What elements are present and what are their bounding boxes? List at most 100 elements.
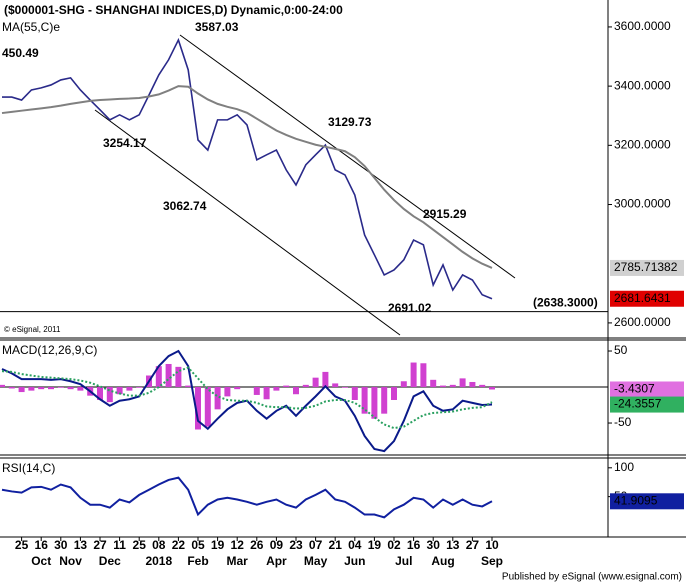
histogram-bar (371, 387, 378, 419)
x-tick-label: 16 (35, 538, 49, 552)
annotation: 2691.02 (388, 301, 432, 315)
x-month-label: Aug (431, 554, 454, 568)
footer: Published by eSignal (www.esignal.com) (502, 572, 682, 583)
x-tick-label: 09 (270, 538, 284, 552)
last-value-label: -24.3557 (614, 397, 662, 411)
x-tick-label: 25 (133, 538, 147, 552)
x-tick-label: 25 (15, 538, 29, 552)
histogram-bar (302, 384, 309, 388)
x-tick-label: 19 (211, 538, 225, 552)
histogram-bar (410, 362, 417, 388)
series-line (1, 476, 493, 519)
level-label: (2638.3000) (533, 296, 598, 310)
x-month-label: 2018 (145, 554, 172, 568)
x-tick-label: 27 (93, 538, 107, 552)
x-tick-label: 21 (329, 538, 343, 552)
annotation: 2915.29 (423, 207, 467, 221)
x-month-label: Apr (266, 554, 287, 568)
histogram-bar (48, 387, 54, 390)
annotation: 3587.03 (195, 20, 239, 34)
panel-title: MACD(12,26,9,C) (2, 343, 97, 357)
y-tick-label: 2600.0000 (614, 315, 671, 329)
y-tick-label: 3200.0000 (614, 137, 671, 151)
histogram-bar (204, 387, 211, 427)
histogram-bar (106, 387, 113, 403)
x-month-label: Dec (99, 554, 121, 568)
histogram-bar (214, 387, 221, 410)
histogram-bar (361, 387, 368, 414)
annotation: 3129.73 (328, 115, 372, 129)
histogram-bar (273, 387, 280, 391)
copyright: © eSignal, 2011 (4, 325, 61, 334)
histogram-bar (224, 387, 231, 397)
channel-line (179, 34, 516, 279)
last-value-label: 2785.71382 (614, 260, 678, 274)
last-value-label: 41.9095 (614, 493, 658, 507)
x-tick-label: 10 (485, 538, 499, 552)
y-tick-label: 3400.0000 (614, 78, 671, 92)
histogram-bar (391, 387, 397, 400)
histogram-bar (185, 385, 192, 388)
x-month-label: Feb (187, 554, 208, 568)
y-tick-label: -50 (614, 415, 632, 429)
last-value-box (610, 290, 684, 307)
last-value-label: -3.4307 (614, 382, 655, 396)
histogram-bar (126, 387, 133, 391)
legend-entry: MA(55,C)e (2, 20, 60, 34)
histogram-bar (420, 363, 427, 388)
x-tick-label: 13 (446, 538, 460, 552)
histogram-bar (342, 387, 348, 388)
histogram-bar (195, 387, 201, 430)
histogram-bar (351, 387, 358, 400)
histogram-bar (28, 387, 35, 391)
y-tick-label: 50 (614, 343, 628, 357)
annotation: 3254.17 (103, 136, 147, 150)
x-tick-label: 23 (289, 538, 303, 552)
annotation: 3062.74 (163, 199, 207, 213)
x-month-label: May (304, 554, 328, 568)
histogram-bar (116, 387, 123, 395)
histogram-bar (459, 378, 466, 388)
histogram-bar (57, 387, 64, 388)
histogram-bar (283, 385, 290, 388)
x-tick-label: 27 (466, 538, 480, 552)
x-month-label: Nov (59, 554, 82, 568)
series-line (2, 37, 493, 300)
x-tick-label: 16 (407, 538, 421, 552)
last-value-box (610, 396, 684, 413)
x-tick-label: 08 (152, 538, 166, 552)
histogram-bar (293, 387, 299, 395)
x-month-label: Jul (395, 554, 412, 568)
histogram-bar (155, 366, 162, 388)
histogram-bar (263, 387, 270, 400)
histogram-bar (18, 387, 25, 393)
x-tick-label: 22 (172, 538, 186, 552)
histogram-bar (165, 363, 172, 388)
last-value-label: 2681.6431 (614, 291, 671, 305)
x-tick-label: 07 (309, 538, 323, 552)
histogram-bar (8, 387, 15, 389)
histogram-bar (175, 366, 182, 388)
histogram-bar (77, 387, 84, 391)
histogram-bar (479, 384, 486, 388)
histogram-bar (381, 387, 388, 414)
histogram-bar (430, 379, 437, 388)
last-value-box (610, 259, 684, 276)
histogram-bar (253, 387, 260, 395)
histogram-bar (234, 387, 241, 390)
series-line (1, 85, 493, 269)
histogram-bar (400, 381, 407, 388)
histogram-bar (440, 385, 446, 388)
x-month-label: Mar (227, 554, 249, 568)
histogram-bar (136, 387, 143, 388)
x-month-label: Jun (344, 554, 365, 568)
channel-line (94, 109, 401, 336)
x-month-label: Sep (481, 554, 503, 568)
x-month-label: Oct (31, 554, 51, 568)
y-tick-label: 100 (614, 460, 634, 474)
histogram-bar (322, 371, 329, 388)
chart-title: ($000001-SHG - SHANGHAI INDICES,D) Dynam… (4, 3, 343, 17)
